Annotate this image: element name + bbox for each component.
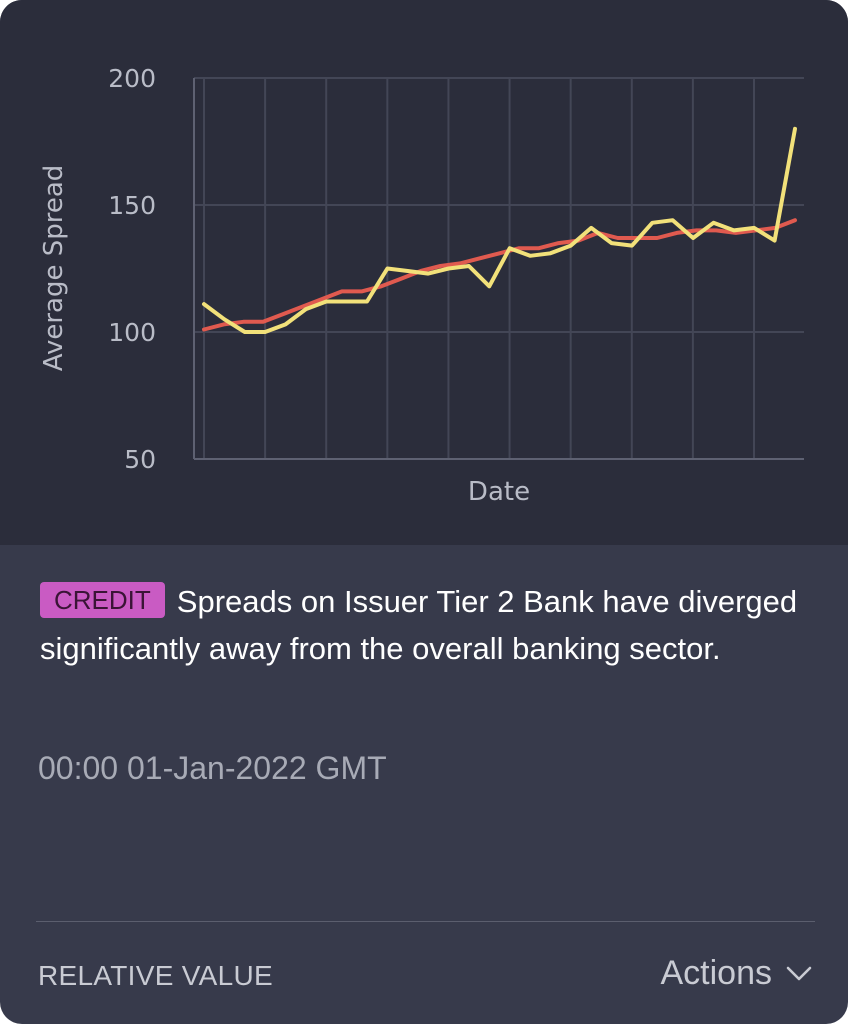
- series-line-2: [202, 126, 797, 334]
- series-line-1: [202, 218, 797, 332]
- alert-timestamp: 00:00 01-Jan-2022 GMT: [38, 750, 387, 786]
- line-chart: 200 150 100 50 Date Average Spread: [39, 64, 804, 507]
- actions-label: Actions: [660, 954, 773, 992]
- alert-category: RELATIVE VALUE: [38, 960, 274, 991]
- divider: [36, 921, 815, 922]
- category-badge: CREDIT: [40, 582, 165, 618]
- y-tick-label: 150: [108, 191, 156, 220]
- alert-content: CREDIT Spreads on Issuer Tier 2 Bank have…: [40, 578, 800, 672]
- alert-message: CREDIT Spreads on Issuer Tier 2 Bank have…: [40, 578, 800, 672]
- y-axis-title: Average Spread: [39, 165, 69, 372]
- x-axis-title: Date: [468, 477, 530, 507]
- y-tick-label: 100: [108, 318, 156, 347]
- actions-button[interactable]: Actions: [661, 954, 813, 993]
- y-tick-label: 200: [108, 64, 156, 93]
- alert-message-text: Spreads on Issuer Tier 2 Bank have diver…: [40, 584, 798, 666]
- y-tick-label: 50: [124, 445, 156, 474]
- chevron-down-icon: [786, 966, 812, 982]
- spread-chart: 200 150 100 50 Date Average Spread: [0, 0, 848, 545]
